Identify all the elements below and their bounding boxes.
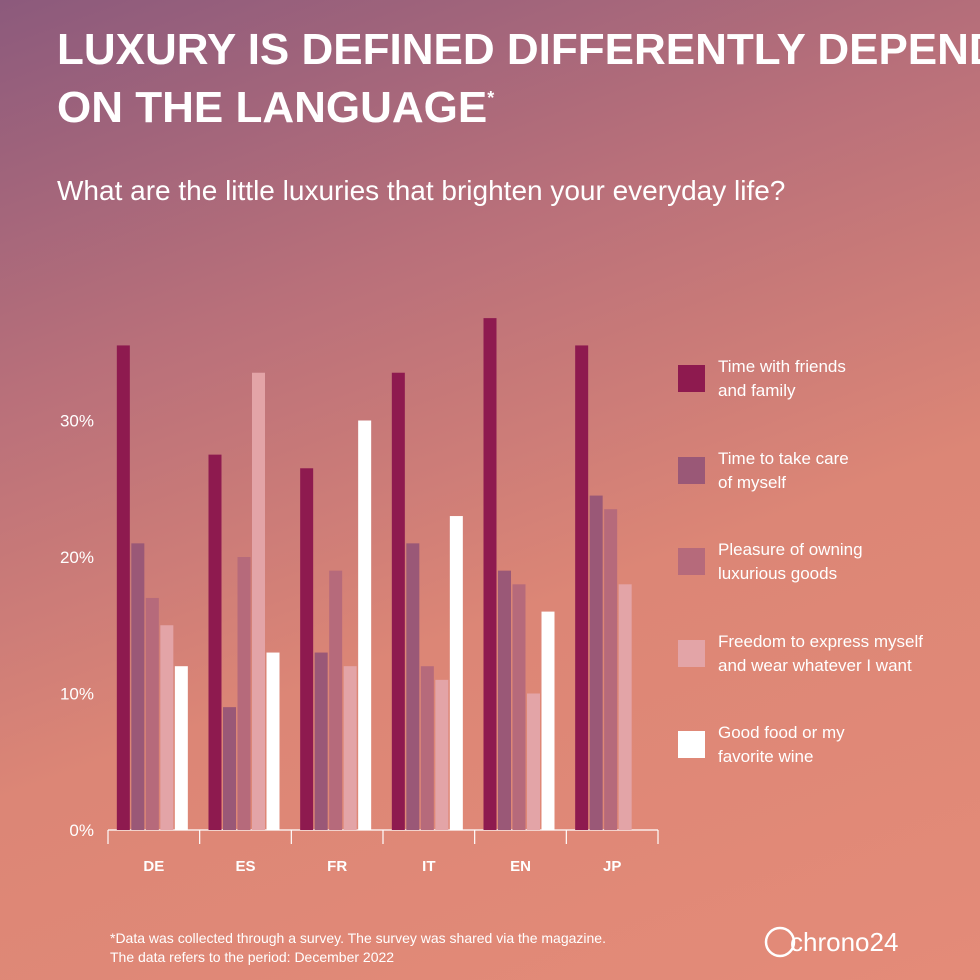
y-tick-label: 0% <box>69 821 94 840</box>
bar <box>604 509 618 830</box>
x-tick-label: IT <box>422 858 435 875</box>
bar <box>618 584 632 830</box>
bar <box>358 420 372 830</box>
footnote: *Data was collected through a survey. Th… <box>110 930 606 965</box>
bar <box>329 570 343 830</box>
x-tick-label: ES <box>235 858 255 875</box>
y-tick-label: 10% <box>60 685 94 704</box>
bar <box>512 584 526 830</box>
y-tick-label: 20% <box>60 548 94 567</box>
bar <box>131 543 145 830</box>
legend-swatch <box>678 456 705 484</box>
bar <box>223 707 236 830</box>
legend-label: Good food or my favorite wine <box>718 723 845 766</box>
bar <box>237 557 251 830</box>
x-tick-label: FR <box>327 858 347 875</box>
bar <box>145 597 159 830</box>
bar <box>498 570 511 830</box>
bar <box>208 454 222 830</box>
chart-title: LUXURY IS DEFINED DIFFERENTLY DEPENDING O… <box>57 25 980 132</box>
chart-subtitle: What are the little luxuries that bright… <box>57 175 785 206</box>
bar <box>406 543 420 830</box>
x-tick-label: JP <box>603 858 621 875</box>
bar <box>391 372 405 830</box>
bar <box>589 495 603 830</box>
legend-swatch <box>678 548 705 575</box>
bar <box>266 652 280 830</box>
title-line: LUXURY IS DEFINED DIFFERENTLY DEPENDING <box>57 25 980 74</box>
bar <box>116 345 130 830</box>
legend-label: Freedom to express myself and wear whate… <box>718 631 924 675</box>
bar <box>300 468 314 830</box>
bar <box>435 679 449 830</box>
legend-label: Time to take care of myself <box>718 448 849 492</box>
legend-label: Pleasure of owning luxurious goods <box>718 540 863 583</box>
title-mark: * <box>487 88 494 108</box>
legend-label: Time with friends and family <box>718 357 846 400</box>
legend-swatch <box>678 639 705 667</box>
bar <box>541 611 555 830</box>
bar <box>160 625 174 830</box>
brand-logo: chrono24 <box>764 926 898 958</box>
brand-text: chrono24 <box>790 927 898 957</box>
bar <box>174 666 188 830</box>
bar <box>420 666 434 830</box>
bar <box>449 516 463 830</box>
title-line: ON THE LANGUAGE <box>57 83 487 132</box>
x-tick-label: EN <box>510 858 531 875</box>
legend-swatch <box>678 731 705 758</box>
bar <box>527 693 540 830</box>
bar <box>252 372 265 830</box>
bar <box>314 652 328 830</box>
bar <box>483 318 497 830</box>
x-tick-label: DE <box>143 858 164 875</box>
bar <box>343 666 357 830</box>
y-tick-label: 30% <box>60 412 94 431</box>
bar <box>575 345 589 830</box>
legend-swatch <box>678 365 705 392</box>
